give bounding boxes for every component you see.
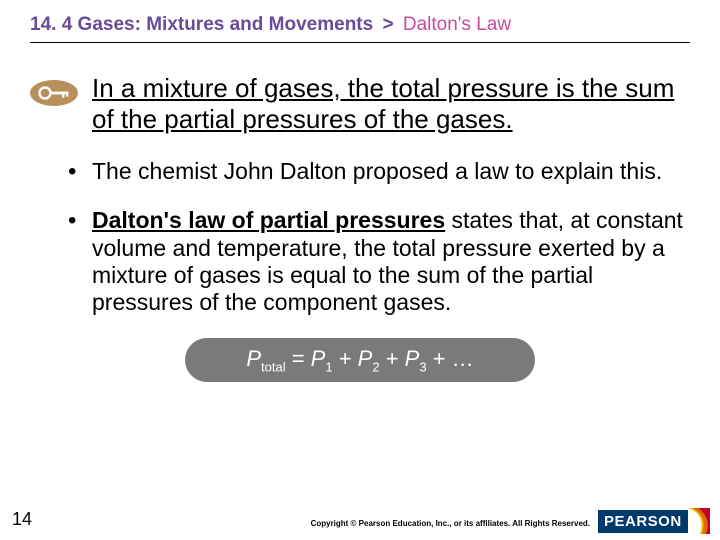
formula-sub-total: total bbox=[261, 359, 286, 374]
pearson-logo: PEARSON bbox=[598, 508, 710, 534]
page-number: 14 bbox=[12, 509, 32, 530]
breadcrumb-section: 14. 4 Gases: Mixtures and Movements bbox=[30, 14, 373, 35]
bullet-item-2: Dalton's law of partial pressures states… bbox=[74, 207, 690, 316]
formula-plus-2: + bbox=[380, 346, 405, 371]
formula: Ptotal = P1 + P2 + P3 + … bbox=[246, 346, 473, 374]
formula-eq: = bbox=[286, 346, 311, 371]
formula-P: P bbox=[246, 346, 261, 371]
key-concept-text: In a mixture of gases, the total pressur… bbox=[92, 73, 690, 134]
formula-P2: P bbox=[358, 346, 373, 371]
copyright-text: Copyright © Pearson Education, Inc., or … bbox=[311, 519, 590, 528]
formula-ellipsis: + … bbox=[427, 346, 474, 371]
breadcrumb-topic: Dalton's Law bbox=[403, 14, 511, 35]
bullet-list: The chemist John Dalton proposed a law t… bbox=[30, 158, 690, 316]
bullet-2-bold: Dalton's law of partial pressures bbox=[92, 207, 445, 233]
divider bbox=[30, 42, 690, 43]
bullet-1-text: The chemist John Dalton proposed a law t… bbox=[92, 158, 662, 184]
breadcrumb: 14. 4 Gases: Mixtures and Movements > Da… bbox=[30, 14, 690, 36]
pearson-logo-swoosh bbox=[688, 508, 710, 534]
formula-sub-3: 3 bbox=[419, 359, 426, 374]
breadcrumb-separator: > bbox=[382, 14, 393, 35]
formula-P3: P bbox=[405, 346, 420, 371]
formula-sub-2: 2 bbox=[372, 359, 379, 374]
formula-pill: Ptotal = P1 + P2 + P3 + … bbox=[185, 338, 535, 382]
pearson-logo-text: PEARSON bbox=[598, 510, 688, 533]
formula-sub-1: 1 bbox=[325, 359, 332, 374]
key-concept-block: In a mixture of gases, the total pressur… bbox=[30, 73, 690, 134]
formula-P1: P bbox=[311, 346, 326, 371]
formula-plus-1: + bbox=[333, 346, 358, 371]
key-icon bbox=[30, 79, 78, 112]
bullet-item-1: The chemist John Dalton proposed a law t… bbox=[74, 158, 690, 185]
slide: 14. 4 Gases: Mixtures and Movements > Da… bbox=[0, 0, 720, 540]
